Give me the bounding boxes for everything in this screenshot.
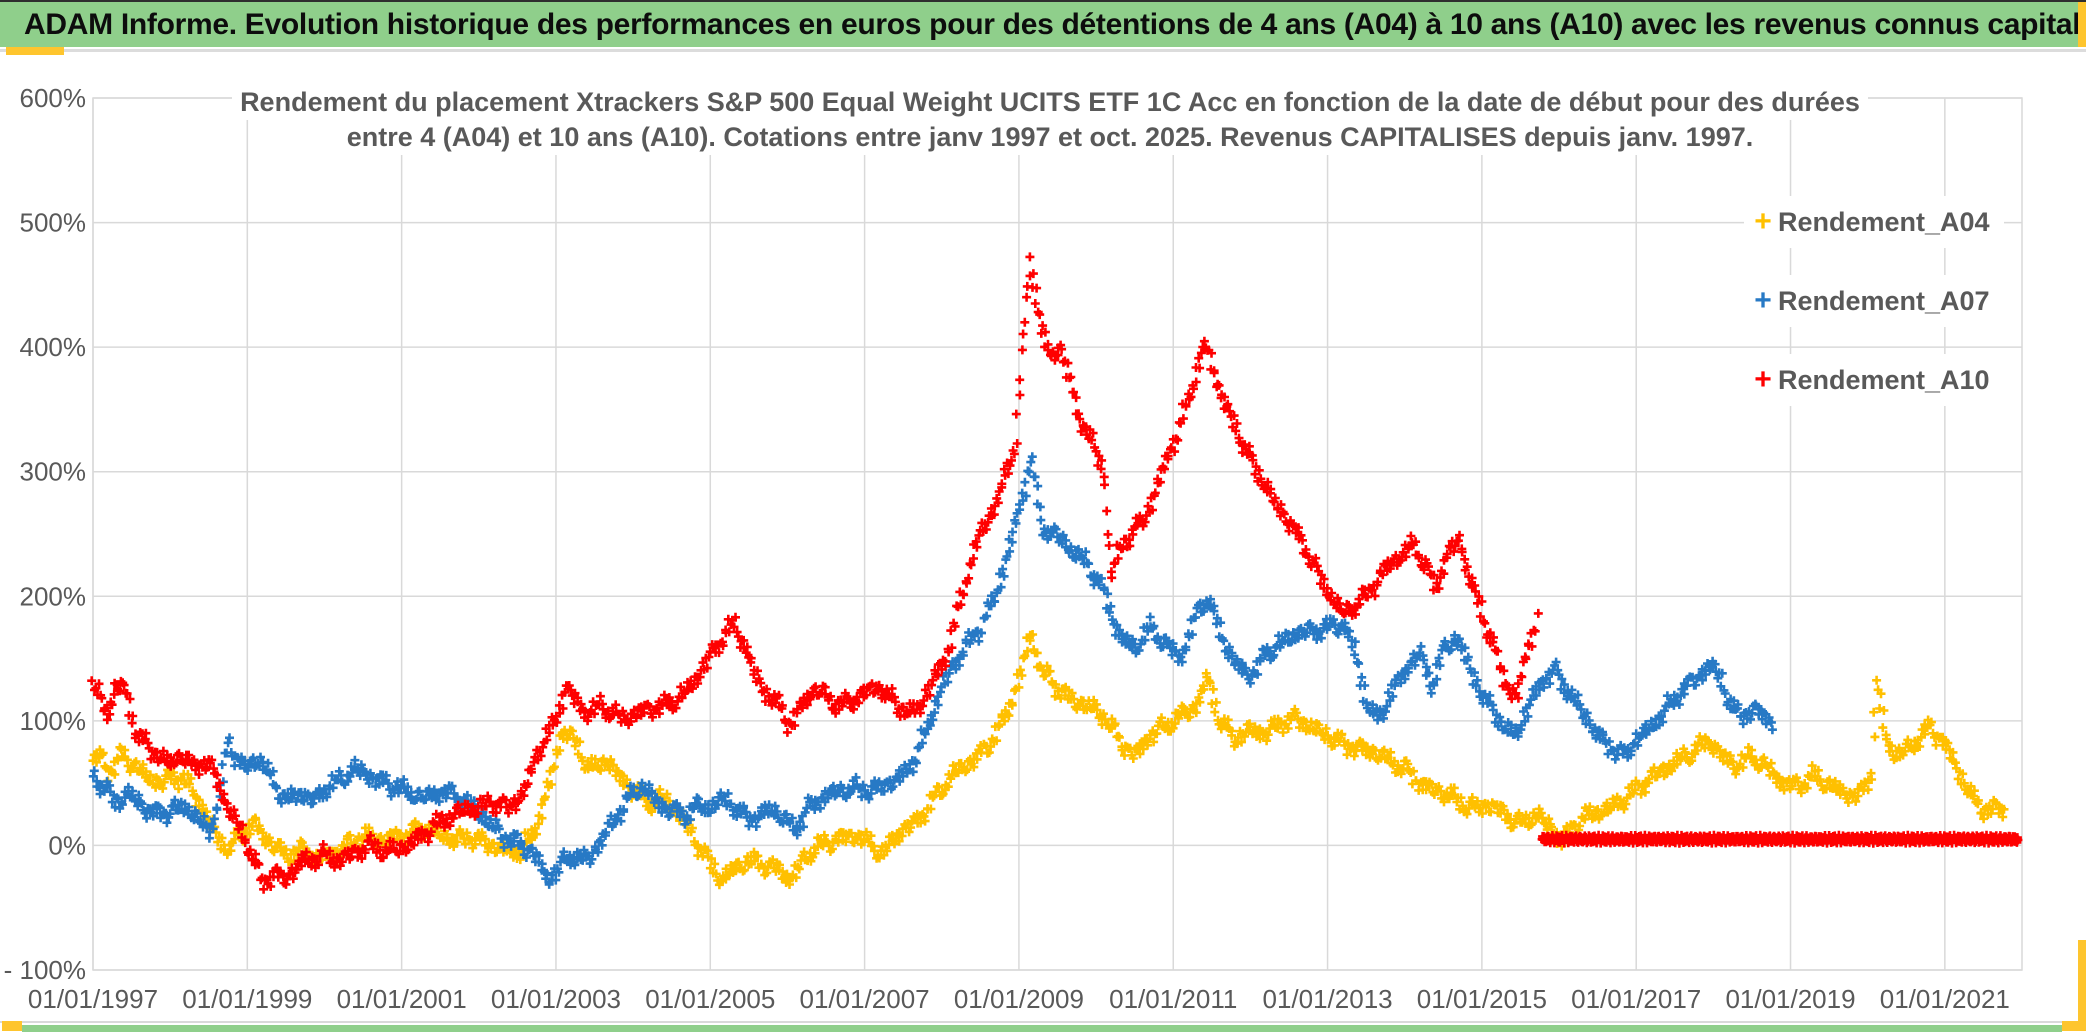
- x-tick-label: 01/01/2015: [1417, 984, 1547, 1014]
- gold-corner-top-right: [2078, 2, 2086, 47]
- x-tick-label: 01/01/2009: [954, 984, 1084, 1014]
- x-tick-label: 01/01/2001: [337, 984, 467, 1014]
- legend-label: Rendement_A04: [1778, 206, 1990, 237]
- x-tick-label: 01/01/2021: [1880, 984, 2010, 1014]
- series-points-rendement_a10: [87, 252, 1543, 894]
- x-tick-label: 01/01/2007: [800, 984, 930, 1014]
- y-tick-label: 400%: [20, 332, 87, 362]
- plus-marker-icon: +: [1754, 284, 1772, 317]
- gold-corner-bottom-right: [2062, 1021, 2086, 1031]
- legend-label: Rendement_A07: [1778, 285, 1990, 316]
- gold-corner-bottom-left: [2, 1021, 22, 1031]
- y-tick-label: - 100%: [4, 955, 86, 985]
- y-tick-label: 200%: [20, 581, 87, 611]
- x-tick-label: 01/01/1999: [182, 984, 312, 1014]
- x-tick-label: 01/01/2005: [645, 984, 775, 1014]
- x-tick-label: 01/01/1997: [28, 984, 158, 1014]
- bottom-divider: [0, 1021, 2086, 1023]
- x-tick-label: 01/01/2011: [1109, 984, 1237, 1014]
- chart-legend: + Rendement_A04 + Rendement_A07 + Rendem…: [1744, 196, 2004, 406]
- page-title: ADAM Informe. Evolution historique des p…: [24, 7, 2086, 41]
- y-tick-label: 500%: [20, 208, 87, 238]
- legend-entry-a07: + Rendement_A07: [1744, 275, 2004, 327]
- footer-bar: [22, 1025, 2062, 1032]
- series-a10-flat-band: [1537, 830, 2023, 848]
- x-tick-label: 01/01/2019: [1725, 984, 1855, 1014]
- legend-label: Rendement_A10: [1778, 364, 1990, 395]
- header-bar: ADAM Informe. Evolution historique des p…: [0, 2, 2086, 47]
- legend-entry-a04: + Rendement_A04: [1744, 196, 2004, 248]
- legend-entry-a10: + Rendement_A10: [1744, 354, 2004, 406]
- y-tick-label: 100%: [20, 706, 87, 736]
- x-tick-label: 01/01/2017: [1571, 984, 1701, 1014]
- y-tick-label: 300%: [20, 457, 87, 487]
- chart-title: Rendement du placement Xtrackers S&P 500…: [200, 85, 1900, 155]
- header-divider: [0, 49, 2086, 52]
- x-tick-label: 01/01/2003: [491, 984, 621, 1014]
- y-tick-label: 0%: [48, 830, 86, 860]
- x-tick-label: 01/01/2013: [1262, 984, 1392, 1014]
- chart-title-line1: Rendement du placement Xtrackers S&P 500…: [232, 85, 1868, 120]
- top-edge-line: [0, 0, 2086, 2]
- plus-marker-icon: +: [1754, 363, 1772, 396]
- gold-strip-right: [2078, 940, 2086, 1022]
- y-tick-label: 600%: [20, 83, 87, 113]
- plus-marker-icon: +: [1754, 205, 1772, 238]
- chart-title-line2: entre 4 (A04) et 10 ans (A10). Cotations…: [338, 120, 1762, 155]
- gold-tab-left: [6, 47, 64, 55]
